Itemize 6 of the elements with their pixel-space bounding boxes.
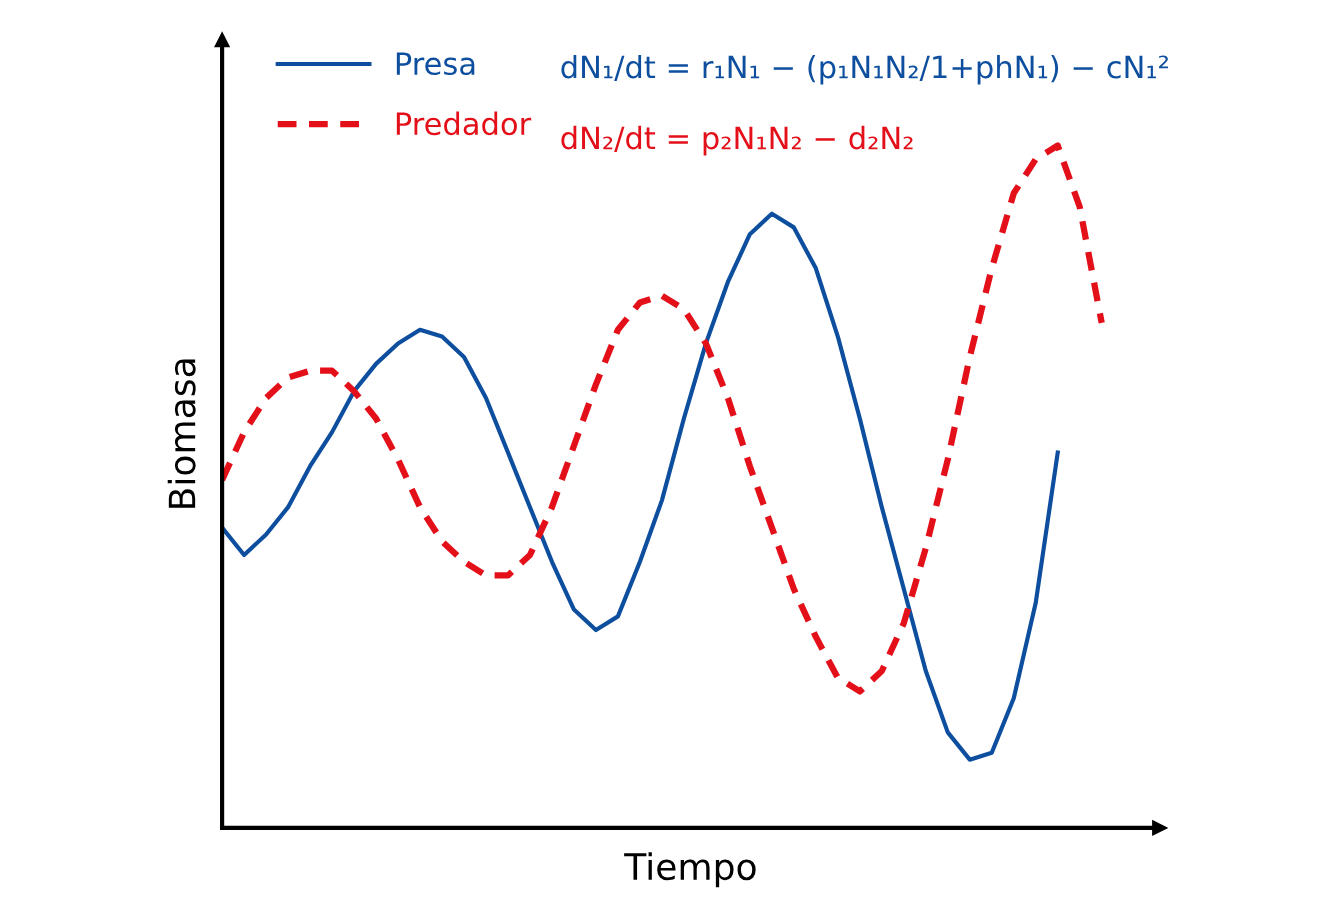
legend-label: Presa	[396, 52, 475, 76]
y-axis-title: Biomasa	[167, 359, 196, 508]
annotation: dN₂/dt = p₂N₁N₂ − d₂N₂	[561, 125, 913, 156]
text: dN₁/dt = r₁N₁ − (p₁N₁N₂/1+phN₁) − cN₁²	[561, 54, 1168, 85]
legend-label: Predador	[396, 111, 532, 136]
x-axis-title: Tiempo	[624, 852, 756, 888]
